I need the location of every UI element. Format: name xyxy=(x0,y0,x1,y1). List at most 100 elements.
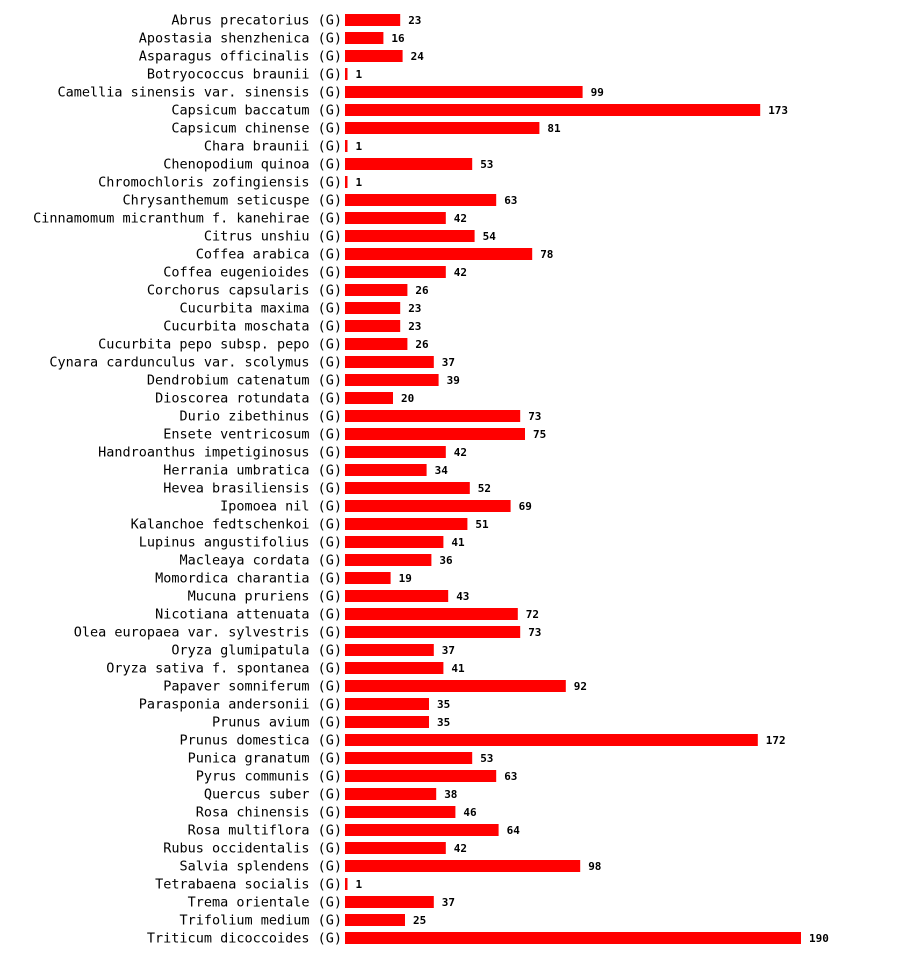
bar xyxy=(345,518,468,530)
category-label: Asparagus officinalis (G) xyxy=(139,49,342,65)
bar xyxy=(345,644,434,656)
value-label: 53 xyxy=(480,158,493,171)
bar xyxy=(345,176,348,188)
bar xyxy=(345,86,583,98)
category-label: Salvia splendens (G) xyxy=(179,859,342,875)
value-label: 34 xyxy=(435,464,449,477)
category-label: Pyrus communis (G) xyxy=(196,769,342,785)
value-label: 42 xyxy=(454,266,467,279)
value-label: 39 xyxy=(447,374,460,387)
bar xyxy=(345,878,348,890)
value-label: 36 xyxy=(439,554,453,567)
category-label: Nicotiana attenuata (G) xyxy=(155,607,342,623)
bar xyxy=(345,446,446,458)
value-label: 81 xyxy=(547,122,561,135)
value-label: 41 xyxy=(451,536,465,549)
category-label: Dendrobium catenatum (G) xyxy=(147,373,342,389)
category-label: Chromochloris zofingiensis (G) xyxy=(98,175,342,191)
category-label: Durio zibethinus (G) xyxy=(179,409,342,425)
value-label: 35 xyxy=(437,716,450,729)
bar xyxy=(345,500,511,512)
bar xyxy=(345,122,540,134)
category-label: Cucurbita maxima (G) xyxy=(179,301,342,317)
value-label: 1 xyxy=(356,68,363,81)
value-label: 37 xyxy=(442,356,455,369)
bar xyxy=(345,842,446,854)
value-label: 43 xyxy=(456,590,469,603)
category-label: Cynara cardunculus var. scolymus (G) xyxy=(49,355,342,371)
bar xyxy=(345,302,401,314)
category-label: Handroanthus impetiginosus (G) xyxy=(98,445,342,461)
bar xyxy=(345,158,473,170)
value-label: 26 xyxy=(415,338,429,351)
category-label: Mucuna pruriens (G) xyxy=(188,589,342,605)
value-label: 38 xyxy=(444,788,457,801)
value-label: 53 xyxy=(480,752,493,765)
value-label: 16 xyxy=(391,32,405,45)
value-label: 99 xyxy=(591,86,604,99)
value-label: 42 xyxy=(454,212,467,225)
category-label: Quercus suber (G) xyxy=(204,787,342,803)
bar xyxy=(345,14,401,26)
value-label: 172 xyxy=(766,734,786,747)
value-label: 41 xyxy=(451,662,465,675)
value-label: 26 xyxy=(415,284,429,297)
value-label: 54 xyxy=(483,230,497,243)
category-label: Chara braunii (G) xyxy=(204,139,342,155)
value-label: 19 xyxy=(399,572,412,585)
bar xyxy=(345,338,408,350)
bar xyxy=(345,194,497,206)
value-label: 1 xyxy=(356,176,363,189)
category-label: Ipomoea nil (G) xyxy=(220,499,342,515)
category-label: Prunus domestica (G) xyxy=(179,733,342,749)
category-label: Chrysanthemum seticuspe (G) xyxy=(123,193,342,209)
bar xyxy=(345,266,446,278)
category-label: Ensete ventricosum (G) xyxy=(163,427,342,443)
category-label: Oryza sativa f. spontanea (G) xyxy=(106,661,342,677)
category-label: Lupinus angustifolius (G) xyxy=(139,535,342,551)
value-label: 69 xyxy=(519,500,532,513)
category-label: Hevea brasiliensis (G) xyxy=(163,481,342,497)
category-label: Olea europaea var. sylvestris (G) xyxy=(74,625,342,641)
bar xyxy=(345,626,521,638)
category-label: Abrus precatorius (G) xyxy=(171,13,342,29)
bar xyxy=(345,428,525,440)
value-label: 42 xyxy=(454,842,467,855)
bar xyxy=(345,806,456,818)
bar xyxy=(345,212,446,224)
category-label: Camellia sinensis var. sinensis (G) xyxy=(58,85,342,101)
bar xyxy=(345,770,497,782)
bar xyxy=(345,320,401,332)
category-label: Prunus avium (G) xyxy=(212,715,342,731)
value-label: 73 xyxy=(528,410,541,423)
category-label: Trifolium medium (G) xyxy=(179,913,342,929)
bar xyxy=(345,356,434,368)
value-label: 92 xyxy=(574,680,587,693)
category-label: Macleaya cordata (G) xyxy=(179,553,342,569)
bar xyxy=(345,662,444,674)
bar xyxy=(345,392,393,404)
bar xyxy=(345,482,470,494)
value-label: 75 xyxy=(533,428,546,441)
bar xyxy=(345,284,408,296)
value-label: 37 xyxy=(442,644,455,657)
category-label: Kalanchoe fedtschenkoi (G) xyxy=(131,517,342,533)
bar xyxy=(345,914,405,926)
category-label: Punica granatum (G) xyxy=(188,751,342,767)
value-label: 72 xyxy=(526,608,539,621)
category-label: Cucurbita moschata (G) xyxy=(163,319,342,335)
category-label: Corchorus capsularis (G) xyxy=(147,283,342,299)
bars-group: Abrus precatorius (G) 23 Apostasia shenzhe… xyxy=(33,13,829,947)
bar xyxy=(345,536,444,548)
bar xyxy=(345,410,521,422)
bar xyxy=(345,716,429,728)
value-label: 20 xyxy=(401,392,414,405)
bar xyxy=(345,140,348,152)
bar xyxy=(345,68,348,80)
category-label: Oryza glumipatula (G) xyxy=(171,643,342,659)
category-label: Cucurbita pepo subsp. pepo (G) xyxy=(98,337,342,353)
value-label: 23 xyxy=(408,320,421,333)
bar xyxy=(345,248,533,260)
bar xyxy=(345,374,439,386)
